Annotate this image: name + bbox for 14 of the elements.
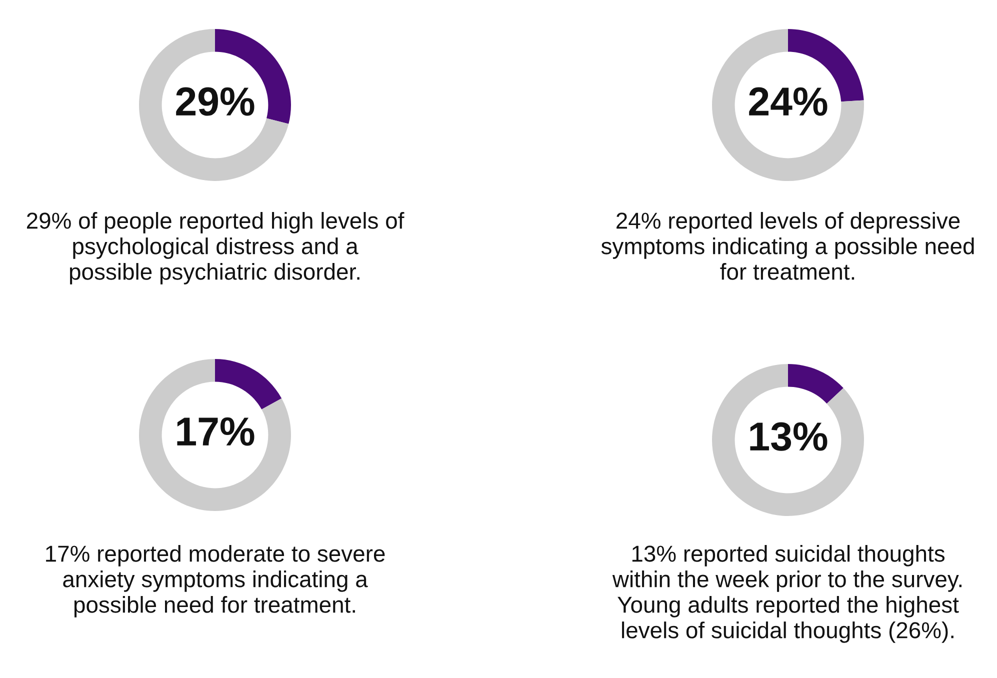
data-label: 13% <box>750 422 828 451</box>
donut-slice <box>139 29 289 181</box>
text: 17% reported moderate to severe anxiety symptoms indicating a possible need for treatment. <box>46 545 385 618</box>
donut-slice <box>215 359 282 410</box>
text: 24% reported levels of depressive symptoms indicating a possible need for treatment. <box>601 212 974 280</box>
text: 13% reported suicidal thoughts within the week prior to the survey. Young adults reported the highest levels of suicidal thoughts (26%). <box>612 545 962 643</box>
data-label: 17% <box>177 417 254 446</box>
donut-slice <box>788 364 844 404</box>
data-label: 24% <box>749 87 828 116</box>
donut-slice <box>139 359 291 511</box>
text: 29% of people reported high levels of psychological distress and a possible psychiatric disorder. <box>26 212 404 284</box>
donut-slice <box>712 29 864 181</box>
donut-slice <box>712 364 864 516</box>
data-label: 29% <box>176 87 254 116</box>
